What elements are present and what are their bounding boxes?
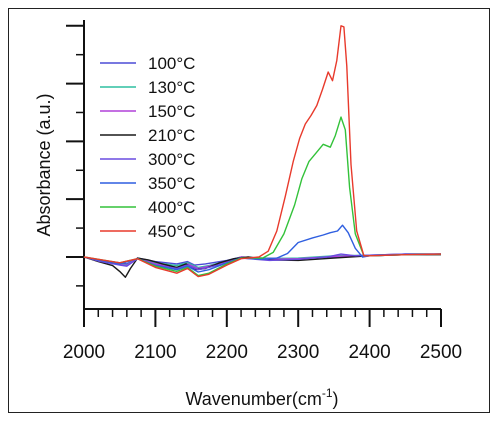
y-axis-title: Absorbance (a.u.) [34,93,54,236]
x-axis-title: Wavenumber(cm-1) [185,386,338,409]
legend-label: 450°C [148,222,195,241]
x-tick-label: 2400 [348,342,390,363]
x-tick-label: 2500 [420,342,462,363]
series-line-130 [83,253,441,269]
x-tick-label: 2200 [206,342,248,363]
series-line-350 [83,224,442,273]
legend-label: 150°C [148,102,195,121]
series-line-150 [83,253,441,270]
series-line-450 [83,25,442,278]
x-tick-label: 2300 [277,342,319,363]
legend-label: 100°C [148,54,195,73]
series-line-300 [83,253,441,271]
x-tick-label: 2100 [134,342,176,363]
x-tick-label: 2000 [63,342,105,363]
figure-frame [8,8,490,413]
legend-label: 130°C [148,78,195,97]
legend-label: 350°C [148,174,195,193]
legend-label: 300°C [148,150,195,169]
legend-label: 210°C [148,126,195,145]
legend-label: 400°C [148,198,195,217]
series-line-400 [83,116,442,277]
